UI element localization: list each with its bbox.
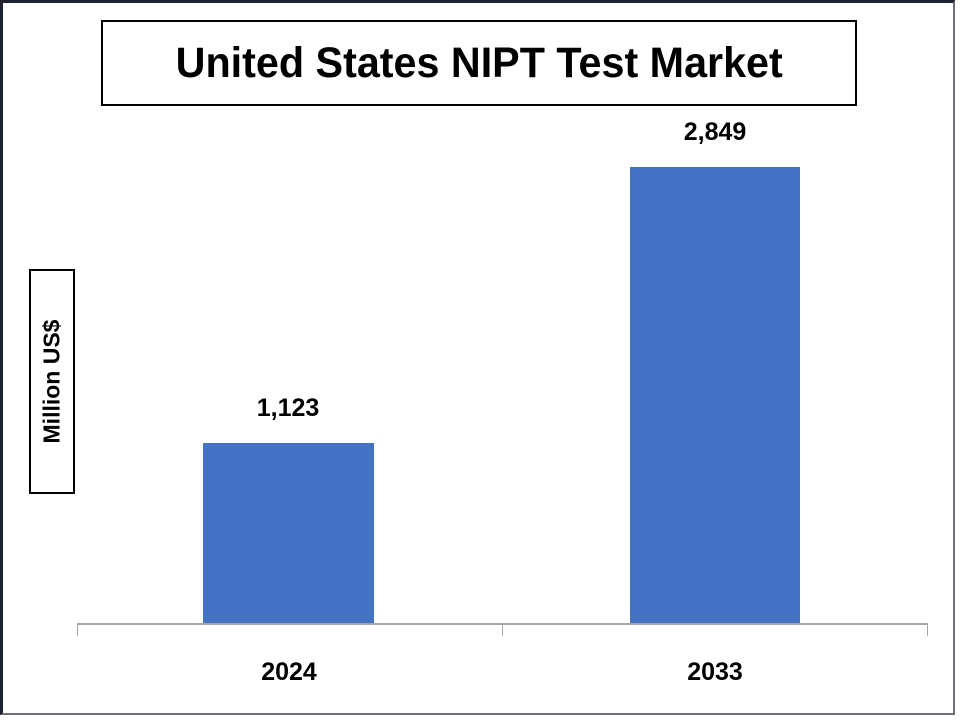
y-axis-label: Million US$ [38,319,65,444]
data-label-2033: 2,849 [683,118,747,146]
x-axis-tick [927,623,928,636]
x-axis-tick [502,623,503,636]
x-tick-label-2024: 2024 [261,658,317,686]
chart-title: United States NIPT Test Market [175,38,783,87]
data-label-2024: 1,123 [256,394,320,422]
y-axis-label-box: Million US$ [29,269,75,494]
bar-2033 [630,167,800,624]
x-tick-label-2033: 2033 [687,658,743,686]
chart-title-box: United States NIPT Test Market [101,20,857,106]
bar-2024 [203,443,374,624]
x-axis-tick [77,623,78,636]
